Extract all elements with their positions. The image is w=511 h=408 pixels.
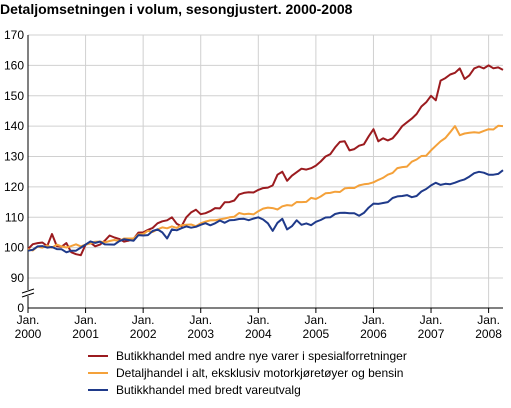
y-tick-label: 140 (4, 119, 24, 133)
y-tick-label: 90 (11, 271, 25, 285)
x-tick-label-year: 2005 (303, 327, 330, 341)
x-tick-label-month: Jan. (362, 313, 385, 327)
x-tick-label-month: Jan. (305, 313, 328, 327)
x-tick-label-year: 2003 (187, 327, 214, 341)
legend-label-3: Butikkhandel med bredt vareutvalg (116, 383, 301, 397)
y-tick-label: 0 (17, 301, 24, 315)
y-tick-label: 150 (4, 89, 24, 103)
series-line-1 (27, 64, 504, 257)
y-tick-label: 170 (4, 28, 24, 42)
x-tick-label-month: Jan. (132, 313, 155, 327)
x-tick-label-year: 2002 (130, 327, 157, 341)
y-tick-label: 160 (4, 58, 24, 72)
x-tick-label-month: Jan. (74, 313, 97, 327)
axis-break-gap (22, 290, 34, 296)
legend-label-2: Detaljhandel i alt, eksklusiv motorkjøre… (116, 366, 403, 380)
x-tick-label-month: Jan. (477, 313, 500, 327)
series-lines (27, 64, 504, 257)
axis-break-mark (21, 288, 35, 294)
legend-label-1: Butikkhandel med andre nye varer i spesi… (116, 349, 407, 363)
x-tick-label-year: 2008 (475, 327, 502, 341)
x-tick-label-year: 2004 (245, 327, 272, 341)
x-tick-label-month: Jan. (17, 313, 40, 327)
axis-break-mark (21, 292, 35, 298)
y-tick-label: 100 (4, 241, 24, 255)
y-tick-label: 130 (4, 150, 24, 164)
x-tick-label-year: 2000 (15, 327, 42, 341)
x-tick-label-year: 2007 (418, 327, 445, 341)
series-line-2 (27, 124, 504, 252)
x-tick-label-month: Jan. (189, 313, 212, 327)
series-line-3 (27, 169, 504, 254)
y-tick-label: 110 (5, 210, 24, 224)
x-tick-label-month: Jan. (247, 313, 270, 327)
chart-title: Detaljomsetningen i volum, sesongjustert… (0, 1, 353, 17)
y-tick-label: 120 (4, 180, 24, 194)
x-tick-label-month: Jan. (420, 313, 443, 327)
grid (28, 34, 503, 308)
x-tick-label-year: 2001 (72, 327, 99, 341)
x-tick-label-year: 2006 (360, 327, 387, 341)
legend: Butikkhandel med andre nye varer i spesi… (88, 349, 407, 397)
axes: 170160150140130120110100900Jan.2000Jan.2… (4, 28, 503, 341)
